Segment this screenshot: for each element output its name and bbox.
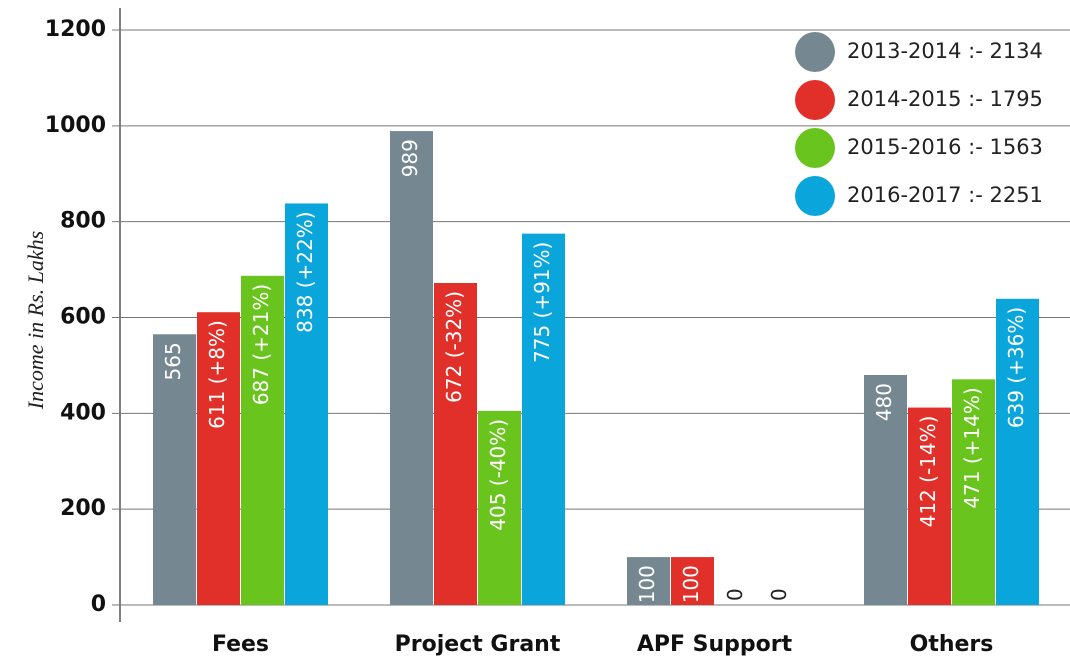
data-label: 838 (+22%) [293,211,317,332]
y-axis-label: Income in Rs. Lakhs [23,231,48,410]
legend-label: 2016-2017 :- 2251 [847,183,1043,207]
y-tick-label: 400 [60,400,106,425]
data-label: 611 (+8%) [205,320,229,429]
y-tick-label: 600 [60,305,106,330]
legend-swatch [795,128,835,168]
bar [996,298,1039,605]
legend-label: 2014-2015 :- 1795 [847,87,1043,111]
y-tick-label: 1200 [45,17,106,42]
data-label: 639 (+36%) [1004,307,1028,428]
data-label: 100 [679,565,703,603]
legend-label: 2013-2014 :- 2134 [847,39,1043,63]
bar [864,375,907,605]
bar [522,233,565,606]
bar [285,203,328,606]
data-label: 672 (-32%) [442,291,466,403]
bar [153,334,196,605]
data-label: 0 [767,588,791,601]
data-label: 565 [161,342,185,380]
data-label: 989 [398,139,422,177]
legend-swatch [795,80,835,120]
data-label: 687 (+21%) [249,284,273,405]
bar [908,407,951,605]
data-label: 100 [635,565,659,603]
x-tick-label: APF Support [637,632,793,657]
bar [241,275,284,605]
y-tick-label: 800 [60,209,106,234]
x-tick-label: Others [910,632,994,657]
bar [627,557,670,605]
bar [478,410,521,605]
bar [671,557,714,605]
legend-swatch [795,32,835,72]
data-label: 412 (-14%) [916,416,940,528]
bar [434,283,477,605]
y-tick-label: 0 [91,592,106,617]
bar [390,131,433,605]
x-tick-label: Fees [212,632,269,657]
legend-swatch [795,176,835,216]
data-label: 0 [723,588,747,601]
data-label: 471 (+14%) [960,387,984,508]
legend-label: 2015-2016 :- 1563 [847,135,1043,159]
data-label: 405 (-40%) [486,419,510,531]
y-tick-label: 1000 [45,113,106,138]
data-label: 775 (+91%) [530,242,554,363]
y-tick-label: 200 [60,496,106,521]
x-tick-label: Project Grant [395,632,561,657]
data-label: 480 [872,383,896,421]
bar [197,312,240,605]
bar [952,379,995,605]
